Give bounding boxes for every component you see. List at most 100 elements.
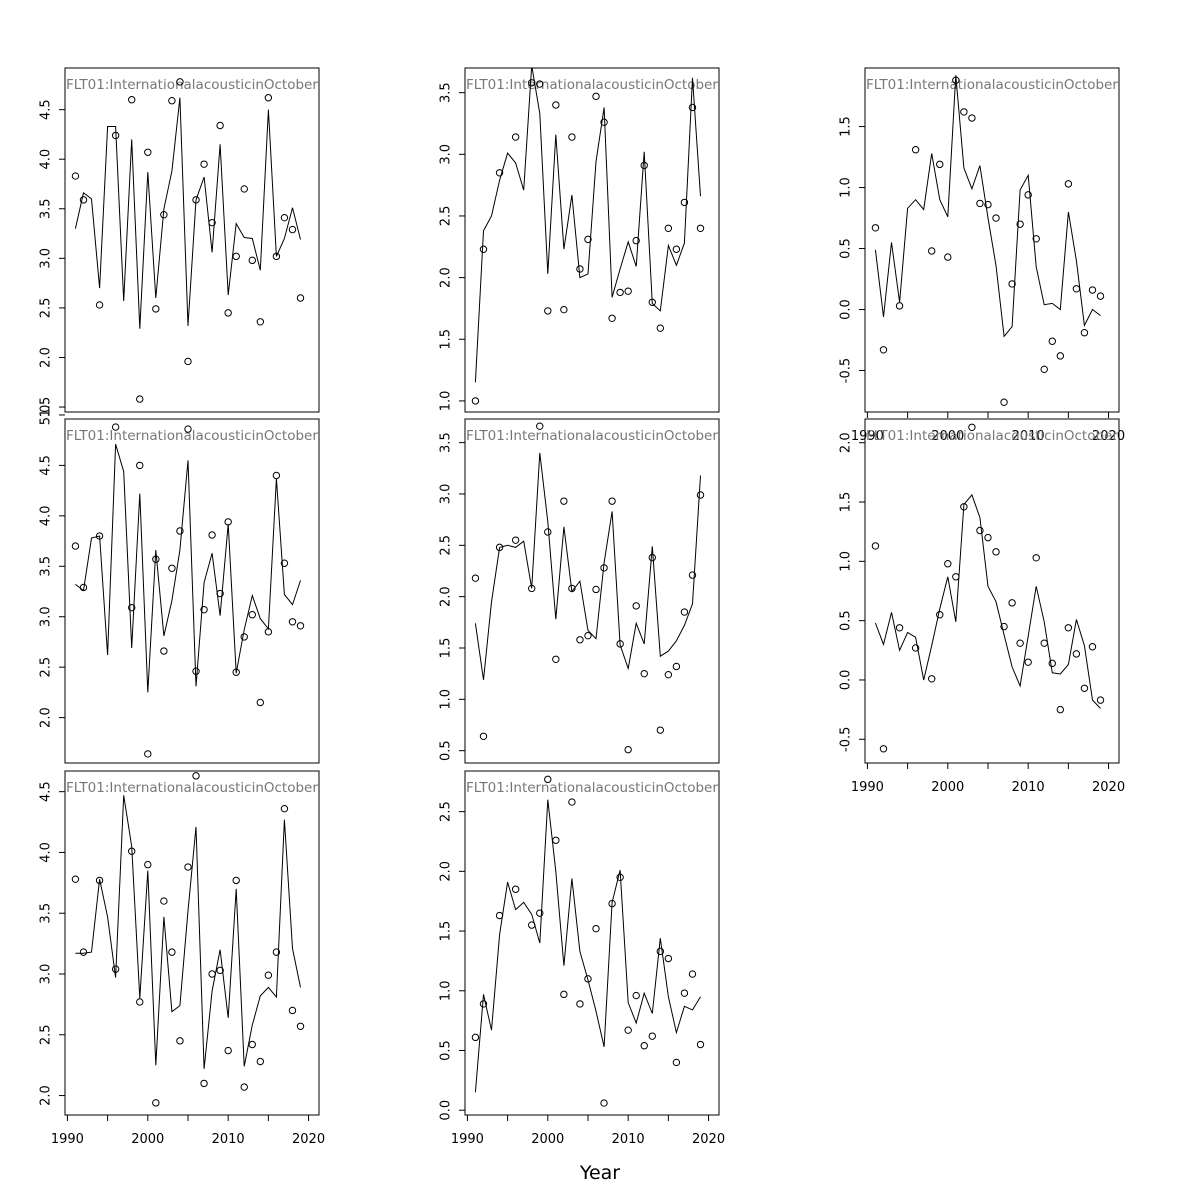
data-point xyxy=(232,252,240,261)
data-point xyxy=(648,553,656,562)
data-point xyxy=(1040,639,1048,647)
y-tick-label: 5.0 xyxy=(39,405,54,426)
y-tick-label: 1.0 xyxy=(839,551,854,572)
y-tick-label: 4.5 xyxy=(39,99,54,120)
data-point xyxy=(1032,235,1040,243)
data-point xyxy=(895,624,904,632)
y-tick-label: 1.5 xyxy=(439,638,454,659)
data-point xyxy=(616,288,624,297)
data-point xyxy=(536,909,544,917)
data-point xyxy=(992,214,1000,222)
plot-frame xyxy=(464,770,720,1116)
panel-2: 1.0 1.5 2.0 2.5 3.0 3.5 FLT01:Internationalaco… xyxy=(439,67,720,413)
data-point xyxy=(984,200,992,209)
y-tick-label: 2.0 xyxy=(39,707,54,728)
data-point xyxy=(640,669,648,678)
data-point xyxy=(576,636,584,644)
panel-7: 2.0 2.5 3.0 3.5 4.0 4.5 1990 2000 2010 2020 FLT01:… xyxy=(39,770,325,1147)
y-tick-label: 3.5 xyxy=(439,82,454,103)
y-tick-label: 4.0 xyxy=(39,149,54,170)
y-tick-label: 4.5 xyxy=(39,781,54,802)
data-point xyxy=(1040,365,1048,374)
y-tick-label: 1.5 xyxy=(839,116,854,137)
data-point xyxy=(79,196,88,204)
data-point xyxy=(632,602,640,610)
y-tick-label: 3.0 xyxy=(39,964,54,985)
data-point xyxy=(208,970,216,978)
data-point xyxy=(1064,624,1073,632)
data-point xyxy=(280,559,289,567)
data-point xyxy=(280,213,289,222)
x-tick-label: 2010 xyxy=(612,1132,645,1147)
data-point xyxy=(608,314,616,322)
data-point xyxy=(256,318,265,326)
data-point xyxy=(879,346,888,354)
data-point xyxy=(471,1033,480,1042)
data-point xyxy=(264,971,273,979)
data-point xyxy=(1008,599,1016,607)
data-point xyxy=(544,528,552,536)
panel-1: 1.5 2.0 2.5 3.0 3.5 4.0 4.5 FLT01:International… xyxy=(39,67,320,417)
y-tick-label: 0.5 xyxy=(839,238,854,259)
data-point xyxy=(1072,650,1081,658)
data-point xyxy=(584,631,592,640)
data-point xyxy=(288,1006,297,1015)
y-tick-label: 0.0 xyxy=(839,299,854,320)
y-tick-label: 1.0 xyxy=(439,391,454,412)
plot-frame xyxy=(864,67,1120,413)
data-point xyxy=(968,423,976,432)
data-point xyxy=(648,1032,656,1040)
data-point xyxy=(1024,191,1032,199)
panel-title: FLT01:InternationalacousticinOctober,a xyxy=(466,428,730,444)
panel-5: 0.5 1.0 1.5 2.0 2.5 3.0 3.5 FLT01:International… xyxy=(439,418,730,764)
y-tick-label: 2.5 xyxy=(39,657,54,678)
data-point xyxy=(136,395,144,403)
y-tick-label: 0.5 xyxy=(839,610,854,631)
data-point xyxy=(680,198,689,207)
data-point xyxy=(224,1046,232,1055)
data-point xyxy=(160,897,168,905)
data-point xyxy=(296,1022,305,1030)
data-point xyxy=(1008,280,1016,288)
data-point xyxy=(624,287,632,295)
data-point xyxy=(879,745,888,753)
data-point xyxy=(664,224,673,232)
data-point xyxy=(552,101,560,109)
x-tick-label: 2020 xyxy=(1092,429,1125,444)
data-point xyxy=(495,169,504,177)
panel-8: 0.0 0.5 1.0 1.5 2.0 2.5 1990 2000 2010 2020 FLT01:… xyxy=(439,770,725,1147)
data-point xyxy=(536,422,544,430)
data-point xyxy=(136,998,144,1006)
x-tick-label: 1990 xyxy=(451,1132,484,1147)
plot-frame xyxy=(64,67,320,413)
data-point xyxy=(1024,658,1032,666)
y-tick-label: 0.0 xyxy=(839,670,854,691)
data-point xyxy=(128,603,136,612)
series-line xyxy=(474,68,701,383)
y-tick-label: 3.5 xyxy=(39,198,54,219)
x-tick-label: 1990 xyxy=(851,429,884,444)
data-point xyxy=(1016,220,1024,228)
x-tick-label: 2010 xyxy=(1012,429,1045,444)
y-tick-label: 2.0 xyxy=(439,586,454,607)
y-tick-label: 4.0 xyxy=(39,842,54,863)
data-point xyxy=(592,924,600,933)
data-point xyxy=(1072,285,1081,293)
data-point xyxy=(976,199,984,208)
y-tick-label: 2.0 xyxy=(39,347,54,368)
data-point xyxy=(536,80,544,88)
y-tick-label: 1.0 xyxy=(439,980,454,1001)
data-point xyxy=(1016,639,1024,647)
data-point xyxy=(544,775,552,784)
data-point xyxy=(560,305,568,314)
data-point xyxy=(928,247,936,255)
data-point xyxy=(248,256,256,265)
data-point xyxy=(144,860,152,869)
data-point xyxy=(871,542,880,550)
x-tick-label: 2000 xyxy=(931,429,964,444)
data-point xyxy=(560,497,568,505)
data-point xyxy=(895,302,904,310)
plot-frame xyxy=(464,418,720,764)
